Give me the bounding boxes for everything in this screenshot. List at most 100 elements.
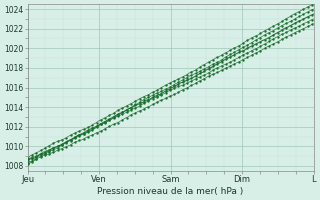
Point [55,149,60,152]
Point [206,67,211,70]
Point [301,27,306,30]
Point [51,146,56,149]
Point [305,25,310,28]
Point [94,125,99,128]
Point [51,148,56,151]
Point [34,157,39,160]
Point [167,85,172,89]
Point [163,88,168,91]
Point [77,130,82,133]
Point [107,118,112,121]
Point [154,92,159,95]
Point [29,160,35,163]
Point [150,103,155,106]
Point [219,60,224,63]
Point [133,106,138,110]
Point [172,87,177,90]
Point [249,49,254,52]
Point [72,136,77,139]
Point [206,60,211,64]
Point [288,15,293,18]
Point [215,62,220,66]
Point [111,116,116,119]
Point [262,29,267,33]
Point [72,137,77,140]
Point [90,127,95,130]
Point [85,135,91,138]
Point [267,40,272,43]
Point [154,89,159,92]
Point [47,152,52,156]
Point [98,122,103,125]
Point [42,150,47,153]
Point [137,102,142,105]
Point [42,152,47,156]
Point [228,60,233,64]
Point [215,66,220,70]
Point [60,138,65,141]
Point [94,125,99,128]
Point [241,42,246,45]
Point [124,111,129,114]
Point [51,146,56,149]
Point [77,139,82,142]
Point [120,111,125,114]
Point [124,108,129,111]
Point [236,44,241,47]
Point [107,117,112,121]
Point [215,61,220,64]
Point [120,106,125,110]
Point [38,154,43,157]
Point [25,163,30,166]
Point [301,13,306,16]
Point [167,82,172,85]
Point [180,75,185,78]
Point [38,155,43,158]
Point [163,90,168,93]
Point [228,55,233,59]
Point [133,99,138,103]
Point [25,156,30,159]
Point [262,43,267,46]
Point [275,40,280,43]
Point [202,63,207,66]
Point [275,31,280,34]
Point [60,144,65,147]
Point [197,72,203,75]
Point [128,113,133,117]
Point [232,53,237,56]
Point [245,51,250,54]
Point [120,112,125,116]
Point [297,29,302,32]
Point [219,58,224,61]
Point [305,15,310,18]
Point [128,106,133,109]
Point [219,69,224,72]
Point [98,122,103,125]
Point [94,125,99,128]
Point [215,71,220,74]
Point [167,89,172,92]
Point [146,96,151,99]
Point [72,141,77,144]
Point [60,147,65,150]
Point [64,136,69,139]
Point [25,161,30,164]
Point [85,129,91,132]
Point [55,140,60,143]
Point [241,46,246,49]
Point [301,22,306,25]
Point [271,24,276,28]
Point [51,141,56,144]
Point [116,108,121,112]
Point [262,47,267,50]
Point [72,131,77,135]
Point [38,149,43,152]
Point [241,53,246,56]
Point [128,106,133,109]
Point [172,83,177,86]
Point [301,17,306,20]
Point [288,20,293,23]
Point [193,68,198,72]
Point [249,36,254,39]
